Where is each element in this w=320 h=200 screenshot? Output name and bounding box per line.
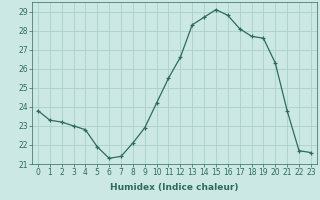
X-axis label: Humidex (Indice chaleur): Humidex (Indice chaleur) xyxy=(110,183,239,192)
